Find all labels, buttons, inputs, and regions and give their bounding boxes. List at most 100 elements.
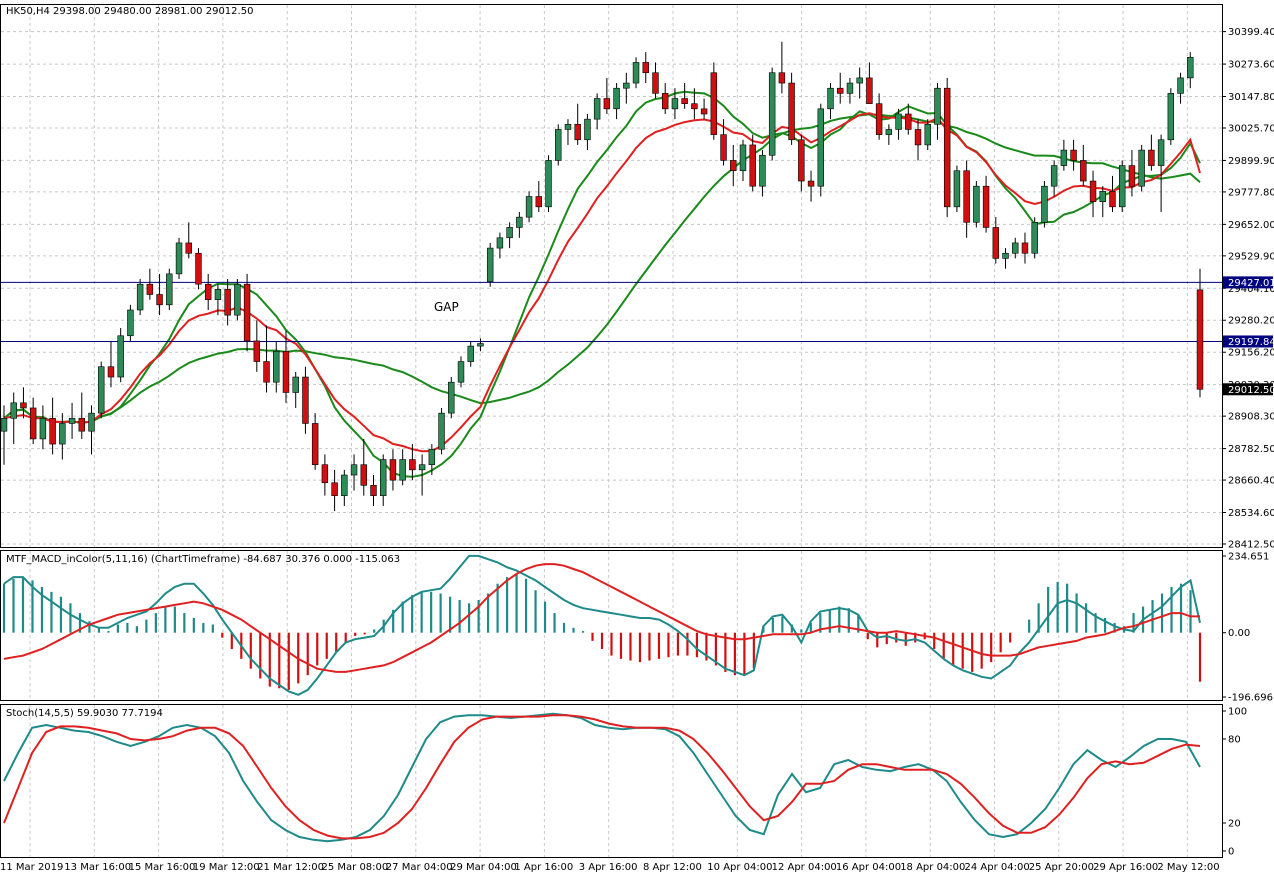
x-axis-label: 13 Mar 16:00 [64,862,131,873]
bull-candle [973,185,980,223]
stoch-title: Stoch(14,5,5) 59.9030 77.7194 [6,708,163,719]
bull-candle [1177,77,1184,94]
bear-candle [778,72,786,84]
bull-candle [438,412,445,450]
bull-candle [292,376,299,393]
bear-candle [661,93,669,110]
bull-candle [1187,56,1194,79]
bull-candle [827,87,834,110]
bull-candle [584,118,591,141]
bull-candle [10,402,17,419]
bear-candle [700,108,708,115]
x-axis-label: 24 Apr 04:00 [965,862,1030,873]
bear-candle [642,62,649,74]
x-axis-label: 1 Apr 16:00 [514,862,573,873]
bull-candle [214,289,222,300]
bear-candle [20,402,27,409]
bull-candle [341,474,348,496]
bull-candle [1118,165,1126,208]
x-axis-label: 16 Apr 04:00 [836,862,901,873]
bull-candle [525,196,533,218]
bear-candle [1070,149,1077,161]
last-price-tag [1223,383,1273,396]
stoch-series-line-teal [3,712,1201,843]
bear-candle [603,98,611,110]
bull-candle [613,87,620,110]
bull-candle [1041,185,1048,223]
bull-candle [555,129,562,161]
x-axis-label: 11 Mar 2019 [0,862,63,873]
macd-layer [2,554,1202,696]
pane-borders [0,4,1223,858]
bear-candle [535,196,543,208]
x-axis-label: 18 Apr 04:00 [900,862,965,873]
y-axis-label: 28908.30 [1228,412,1274,423]
bear-candle [78,417,86,432]
bull-candle [671,98,679,110]
bear-candle [1128,165,1136,187]
bull-candle [1012,242,1019,254]
ma-red-line [3,112,1201,453]
bear-candle [156,294,163,306]
macd-y-axis-label: -196.696 [1228,693,1273,704]
bull-candle [496,237,504,249]
price-layer [0,41,1222,512]
bull-candle [380,459,387,496]
y-axis-label: 29280.20 [1228,316,1274,327]
bear-candle [866,77,873,104]
bull-candle [856,77,863,84]
bull-candle [166,273,173,306]
bear-candle [311,423,319,466]
bear-candle [321,464,329,484]
bear-candle [1089,180,1097,202]
bull-candle [1167,93,1175,141]
y-axis-label: 29899.90 [1228,156,1274,167]
bear-candle [807,180,815,187]
bull-candle [1138,149,1145,187]
x-axis-label: 29 Apr 16:00 [1093,862,1158,873]
macd-title: MTF_MACD_inColor(5,11,16) (ChartTimefram… [6,554,400,565]
bear-candle [263,361,270,383]
bull-candle [545,160,552,208]
bear-candle [681,98,688,104]
x-axis-label: 12 Apr 04:00 [772,862,837,873]
x-axis-label: 25 Mar 08:00 [322,862,389,873]
ma-slow-line [3,113,1201,424]
stoch-layer [3,712,1201,843]
bull-candle [127,309,134,337]
bull-candle [516,216,523,228]
bull-candle [136,283,144,311]
bull-candle [117,335,124,378]
bear-candle [691,103,698,110]
bear-candle [943,87,951,208]
bull-candle [885,129,893,135]
bear-candle [253,340,261,362]
y-axis-label: 30147.80 [1228,92,1274,103]
x-axis-label: 10 Apr 04:00 [707,862,772,873]
hline-price-tag [1223,276,1273,289]
bear-candle [1021,242,1029,254]
bear-candle [992,227,1000,259]
bull-candle [68,417,76,424]
bear-candle [1080,160,1087,182]
bull-candle [273,350,280,383]
bear-candle [331,482,338,496]
stoch-y-axis-label: 80 [1228,735,1241,746]
bull-candle [846,82,854,94]
bull-candle [1099,191,1106,202]
symbol-header: HK50,H4 29398.00 29480.00 28981.00 29012… [6,6,253,17]
bear-candle [389,459,397,481]
bear-candle [29,407,37,440]
bull-candle [477,343,484,347]
stoch-y-axis-label: 100 [1228,707,1247,718]
bear-candle [720,134,727,161]
bull-candle [448,381,455,414]
y-axis-label: 30273.60 [1228,60,1274,71]
bull-candle [564,124,572,130]
bull-candle [817,108,824,187]
bull-candle [768,72,776,156]
bear-candle [798,139,805,182]
